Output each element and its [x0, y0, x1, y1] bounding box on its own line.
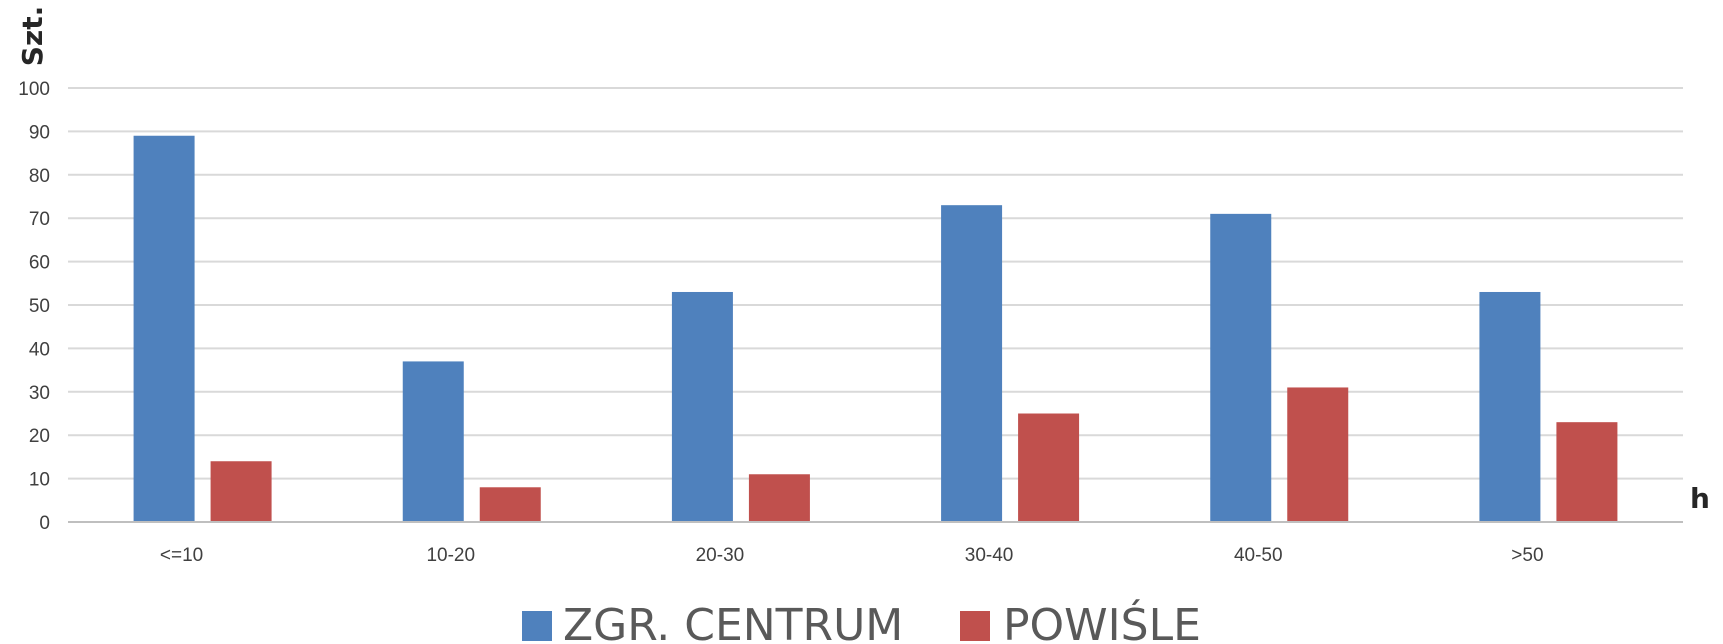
- bar-series-2: [479, 487, 541, 522]
- x-tick-label: 40-50: [1234, 545, 1283, 566]
- y-tick-label: 100: [18, 79, 50, 100]
- y-tick-label: 60: [29, 253, 50, 274]
- y-tick-label: 70: [29, 209, 50, 230]
- y-tick-label: 90: [29, 122, 50, 143]
- bar-series-1: [1479, 291, 1541, 522]
- bar-series-2: [210, 461, 272, 522]
- y-tick-label: 20: [29, 426, 50, 447]
- bars: [133, 135, 1618, 523]
- bar-series-1: [941, 205, 1003, 522]
- bar-series-2: [1287, 387, 1349, 522]
- y-tick-label: 80: [29, 166, 50, 187]
- bar-series-2: [1556, 422, 1618, 522]
- legend-swatch: [960, 611, 990, 641]
- bar-series-2: [1018, 413, 1080, 522]
- bar-series-1: [1210, 213, 1272, 523]
- y-axis-ticks: 0 10 20 30 40 50 60 70 80 90 100: [18, 79, 50, 534]
- legend-swatch: [522, 611, 552, 641]
- bar-series-2: [748, 474, 810, 522]
- y-tick-label: 0: [39, 513, 50, 534]
- y-axis-title: Szt.: [16, 6, 49, 66]
- x-tick-label: 10-20: [426, 545, 475, 566]
- x-tick-label: 30-40: [965, 545, 1014, 566]
- legend: ZGR. CENTRUM POWIŚLE: [522, 598, 1201, 644]
- gridlines: [68, 87, 1683, 480]
- x-tick-label: 20-30: [696, 545, 745, 566]
- x-tick-label: <=10: [160, 545, 203, 566]
- bar-series-1: [133, 135, 195, 523]
- bar-series-1: [671, 291, 733, 522]
- y-tick-label: 10: [29, 470, 50, 491]
- y-tick-label: 50: [29, 296, 50, 317]
- x-tick-label: >50: [1511, 545, 1543, 566]
- x-axis-ticks: <=10 10-20 20-30 30-40 40-50 >50: [160, 545, 1544, 566]
- y-tick-label: 40: [29, 339, 50, 360]
- legend-label: POWIŚLE: [1003, 598, 1201, 644]
- x-axis-title: h: [1690, 482, 1710, 515]
- legend-label: ZGR. CENTRUM: [563, 600, 903, 644]
- y-tick-label: 30: [29, 383, 50, 404]
- bar-series-1: [402, 361, 464, 522]
